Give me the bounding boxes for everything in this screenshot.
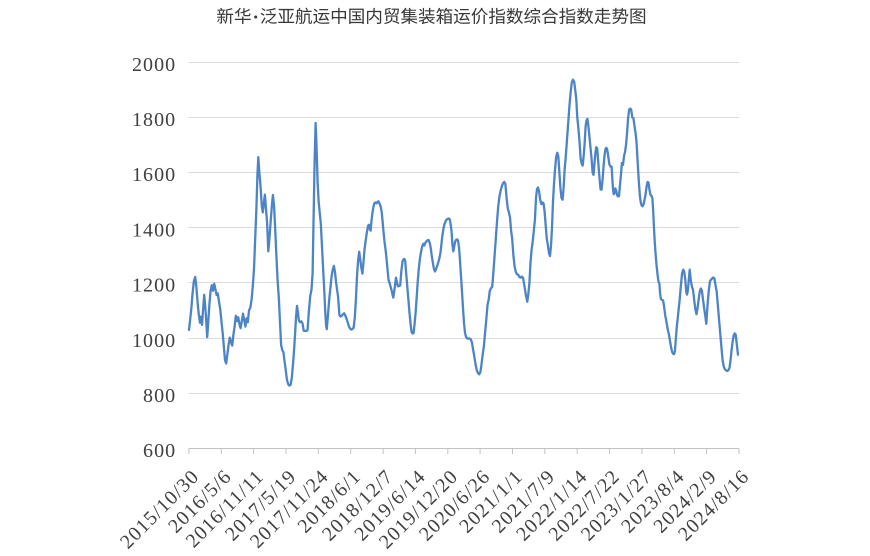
svg-text:1600: 1600 [132,164,176,186]
svg-text:2000: 2000 [132,54,176,76]
svg-text:600: 600 [143,440,176,462]
svg-text:800: 800 [143,385,176,407]
svg-text:1800: 1800 [132,109,176,131]
svg-text:1200: 1200 [132,275,176,297]
svg-text:1400: 1400 [132,219,176,241]
svg-text:1000: 1000 [132,330,176,352]
